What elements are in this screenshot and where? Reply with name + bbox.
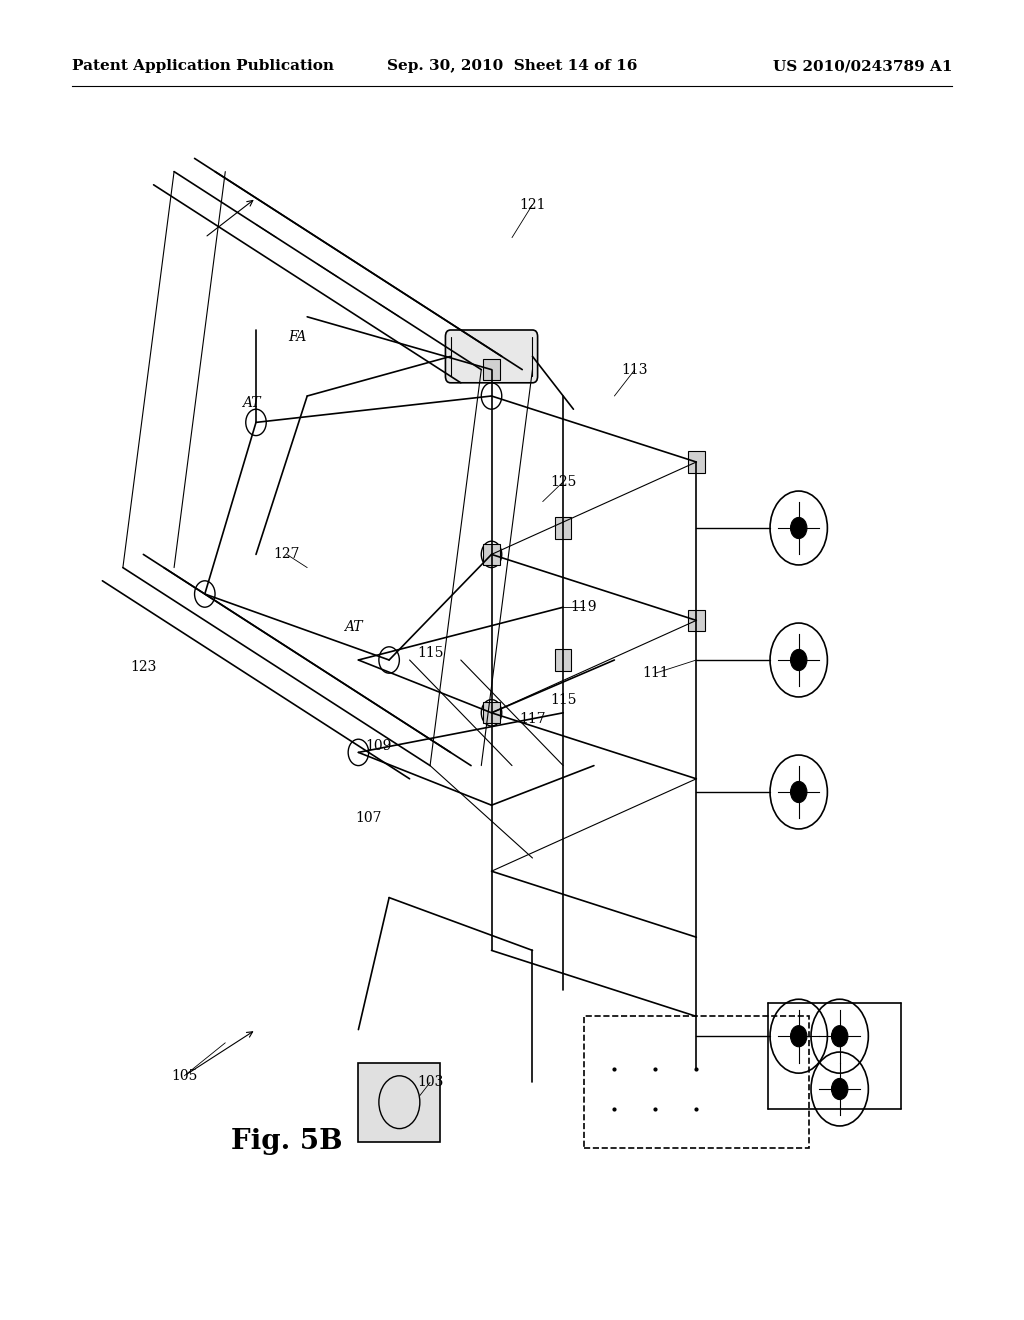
Circle shape — [791, 1026, 807, 1047]
Text: 111: 111 — [642, 667, 669, 680]
Text: 103: 103 — [417, 1076, 443, 1089]
Text: 115: 115 — [550, 693, 577, 706]
Text: 117: 117 — [519, 713, 546, 726]
Text: 107: 107 — [355, 812, 382, 825]
Bar — [358, 1063, 440, 1142]
Text: 115: 115 — [417, 647, 443, 660]
Bar — [555, 649, 571, 671]
Bar — [555, 517, 571, 539]
Text: 127: 127 — [273, 548, 300, 561]
Text: 105: 105 — [171, 1069, 198, 1082]
FancyBboxPatch shape — [445, 330, 538, 383]
Text: 123: 123 — [130, 660, 157, 673]
Circle shape — [791, 781, 807, 803]
Text: FA: FA — [288, 330, 306, 343]
Circle shape — [831, 1026, 848, 1047]
Text: 121: 121 — [519, 198, 546, 211]
Text: AT: AT — [242, 396, 260, 409]
Text: 109: 109 — [366, 739, 392, 752]
Circle shape — [831, 1078, 848, 1100]
Circle shape — [791, 649, 807, 671]
Text: 113: 113 — [622, 363, 648, 376]
Bar — [688, 451, 705, 473]
Bar — [688, 610, 705, 631]
Text: US 2010/0243789 A1: US 2010/0243789 A1 — [773, 59, 952, 74]
Text: Patent Application Publication: Patent Application Publication — [72, 59, 334, 74]
Bar — [483, 359, 500, 380]
Text: Sep. 30, 2010  Sheet 14 of 16: Sep. 30, 2010 Sheet 14 of 16 — [387, 59, 637, 74]
Bar — [584, 1016, 809, 1148]
Text: 119: 119 — [570, 601, 597, 614]
Bar — [483, 544, 500, 565]
Bar — [483, 702, 500, 723]
Circle shape — [791, 517, 807, 539]
Text: AT: AT — [344, 620, 362, 634]
Text: 125: 125 — [550, 475, 577, 488]
Text: Fig. 5B: Fig. 5B — [231, 1129, 342, 1155]
